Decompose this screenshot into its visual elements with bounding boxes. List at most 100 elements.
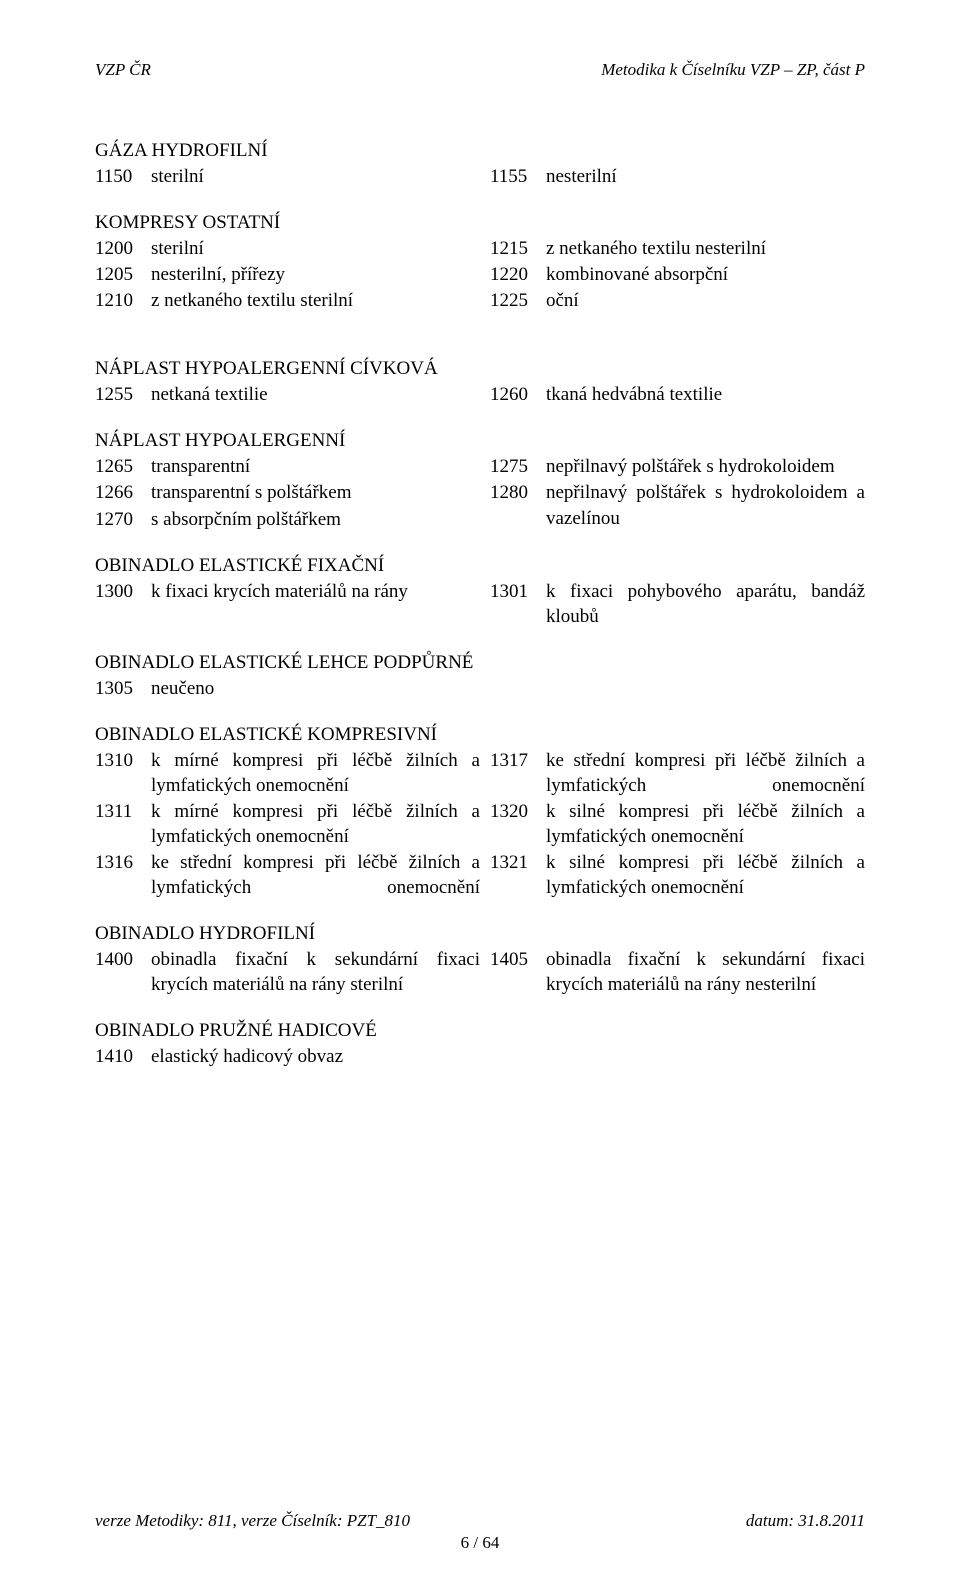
entry-code: 1305 xyxy=(95,676,151,701)
entry-code: 1316 xyxy=(95,850,151,900)
code-entry: 1280nepřilnavý polštářek s hydrokoloidem… xyxy=(490,480,865,530)
code-entry: 1300k fixaci krycích materiálů na rány xyxy=(95,579,480,604)
left-column: 1200sterilní1205nesterilní, přířezy1210z… xyxy=(95,236,480,314)
section-title: KOMPRESY OSTATNÍ xyxy=(95,212,865,234)
entry-code: 1155 xyxy=(490,164,546,189)
footer-row: verze Metodiky: 811, verze Číselník: PZT… xyxy=(95,1511,865,1531)
code-entry: 1265transparentní xyxy=(95,454,480,479)
entry-description: nesterilní, přířezy xyxy=(151,262,480,287)
left-column: 1150sterilní xyxy=(95,164,480,190)
entry-code: 1215 xyxy=(490,236,546,261)
code-entry: 1275nepřilnavý polštářek s hydrokoloidem xyxy=(490,454,865,479)
section-title: OBINADLO HYDROFILNÍ xyxy=(95,923,865,945)
entry-code: 1410 xyxy=(95,1044,151,1069)
entry-code: 1225 xyxy=(490,288,546,313)
entry-description: nepřilnavý polštářek s hydrokoloidem xyxy=(546,454,865,479)
left-column: 1400obinadla fixační k sekundární fixaci… xyxy=(95,947,480,998)
page-footer: verze Metodiky: 811, verze Číselník: PZT… xyxy=(95,1511,865,1553)
left-column: 1305neučeno xyxy=(95,676,480,702)
entry-description: k fixaci krycích materiálů na rány xyxy=(151,579,480,604)
code-entry: 1266transparentní s polštářkem xyxy=(95,480,480,505)
left-column: 1410elastický hadicový obvaz xyxy=(95,1044,480,1070)
code-entry: 1260tkaná hedvábná textilie xyxy=(490,382,865,407)
section-title: OBINADLO PRUŽNÉ HADICOVÉ xyxy=(95,1020,865,1042)
code-entry: 1305neučeno xyxy=(95,676,480,701)
section-title: GÁZA HYDROFILNÍ xyxy=(95,140,865,162)
entry-description: transparentní s polštářkem xyxy=(151,480,480,505)
entry-code: 1265 xyxy=(95,454,151,479)
section-title: OBINADLO ELASTICKÉ FIXAČNÍ xyxy=(95,555,865,577)
entry-description: transparentní xyxy=(151,454,480,479)
code-entry: 1320k silné kompresi při léčbě žilních a… xyxy=(490,799,865,849)
entry-description: netkaná textilie xyxy=(151,382,480,407)
entry-code: 1260 xyxy=(490,382,546,407)
section-title: NÁPLAST HYPOALERGENNÍ CÍVKOVÁ xyxy=(95,358,865,380)
entry-code: 1317 xyxy=(490,748,546,798)
entry-code: 1321 xyxy=(490,850,546,900)
entry-description: ke střední kompresi při léčbě žilních a … xyxy=(546,748,865,798)
code-entry: 1310k mírné kompresi při léčbě žilních a… xyxy=(95,748,480,798)
document-page: VZP ČR Metodika k Číselníku VZP – ZP, čá… xyxy=(0,0,960,1593)
entry-description: k fixaci pohybového aparátu, bandáž klou… xyxy=(546,579,865,629)
section-spacer xyxy=(95,314,865,336)
entry-description: k silné kompresi při léčbě žilních a lym… xyxy=(546,799,865,849)
entry-code: 1310 xyxy=(95,748,151,798)
section-columns: 1255netkaná textilie 1260tkaná hedvábná t… xyxy=(95,382,865,408)
code-entry: 1215z netkaného textilu nesterilní xyxy=(490,236,865,261)
right-column: 1155nesterilní xyxy=(480,164,865,190)
section-columns: 1305neučeno xyxy=(95,676,865,702)
entry-description: k mírné kompresi při léčbě žilních a lym… xyxy=(151,799,480,849)
right-column xyxy=(480,676,865,702)
entry-description: z netkaného textilu sterilní xyxy=(151,288,480,313)
entry-code: 1400 xyxy=(95,947,151,997)
section-columns: 1150sterilní1155nesterilní xyxy=(95,164,865,190)
entry-description: s absorpčním polštářkem xyxy=(151,507,480,532)
entry-description: nepřilnavý polštářek s hydrokoloidem a v… xyxy=(546,480,865,530)
entry-code: 1150 xyxy=(95,164,151,189)
entry-code: 1210 xyxy=(95,288,151,313)
footer-date: datum: 31.8.2011 xyxy=(746,1511,865,1531)
code-entry: 1225oční xyxy=(490,288,865,313)
code-entry: 1311k mírné kompresi při léčbě žilních a… xyxy=(95,799,480,849)
entry-description: neučeno xyxy=(151,676,480,701)
entry-description: k silné kompresi při léčbě žilních a lym… xyxy=(546,850,865,900)
right-column: 1260tkaná hedvábná textilie xyxy=(480,382,865,408)
document-body: GÁZA HYDROFILNÍ1150sterilní1155nesteriln… xyxy=(95,140,865,1071)
code-entry: 1255netkaná textilie xyxy=(95,382,480,407)
section-title: OBINADLO ELASTICKÉ LEHCE PODPŮRNÉ xyxy=(95,652,865,674)
section-columns: 1265transparentní1266transparentní s pol… xyxy=(95,454,865,532)
code-entry: 1150sterilní xyxy=(95,164,480,189)
entry-description: obinadla fixační k sekundární fixaci kry… xyxy=(151,947,480,997)
entry-description: elastický hadicový obvaz xyxy=(151,1044,480,1069)
entry-code: 1205 xyxy=(95,262,151,287)
right-column: 1301k fixaci pohybového aparátu, bandáž … xyxy=(480,579,865,630)
entry-description: sterilní xyxy=(151,236,480,261)
entry-code: 1200 xyxy=(95,236,151,261)
right-column: 1275nepřilnavý polštářek s hydrokoloidem… xyxy=(480,454,865,532)
entry-code: 1266 xyxy=(95,480,151,505)
section-columns: 1410elastický hadicový obvaz xyxy=(95,1044,865,1070)
code-entry: 1205nesterilní, přířezy xyxy=(95,262,480,287)
right-column: 1215z netkaného textilu nesterilní1220ko… xyxy=(480,236,865,314)
code-entry: 1301k fixaci pohybového aparátu, bandáž … xyxy=(490,579,865,629)
section-columns: 1310k mírné kompresi při léčbě žilních a… xyxy=(95,748,865,901)
code-entry: 1321k silné kompresi při léčbě žilních a… xyxy=(490,850,865,900)
entry-description: ke střední kompresi při léčbě žilních a … xyxy=(151,850,480,900)
entry-description: obinadla fixační k sekundární fixaci kry… xyxy=(546,947,865,997)
right-column: 1317ke střední kompresi při léčbě žilníc… xyxy=(480,748,865,901)
left-column: 1310k mírné kompresi při léčbě žilních a… xyxy=(95,748,480,901)
section-columns: 1200sterilní1205nesterilní, přířezy1210z… xyxy=(95,236,865,314)
footer-page-number: 6 / 64 xyxy=(95,1533,865,1553)
entry-code: 1220 xyxy=(490,262,546,287)
footer-version: verze Metodiky: 811, verze Číselník: PZT… xyxy=(95,1511,410,1531)
left-column: 1265transparentní1266transparentní s pol… xyxy=(95,454,480,532)
code-entry: 1317ke střední kompresi při léčbě žilníc… xyxy=(490,748,865,798)
right-column: 1405obinadla fixační k sekundární fixaci… xyxy=(480,947,865,998)
code-entry: 1410elastický hadicový obvaz xyxy=(95,1044,480,1069)
entry-code: 1405 xyxy=(490,947,546,997)
code-entry: 1405obinadla fixační k sekundární fixaci… xyxy=(490,947,865,997)
entry-code: 1320 xyxy=(490,799,546,849)
entry-code: 1300 xyxy=(95,579,151,604)
entry-description: sterilní xyxy=(151,164,480,189)
code-entry: 1220kombinované absorpční xyxy=(490,262,865,287)
